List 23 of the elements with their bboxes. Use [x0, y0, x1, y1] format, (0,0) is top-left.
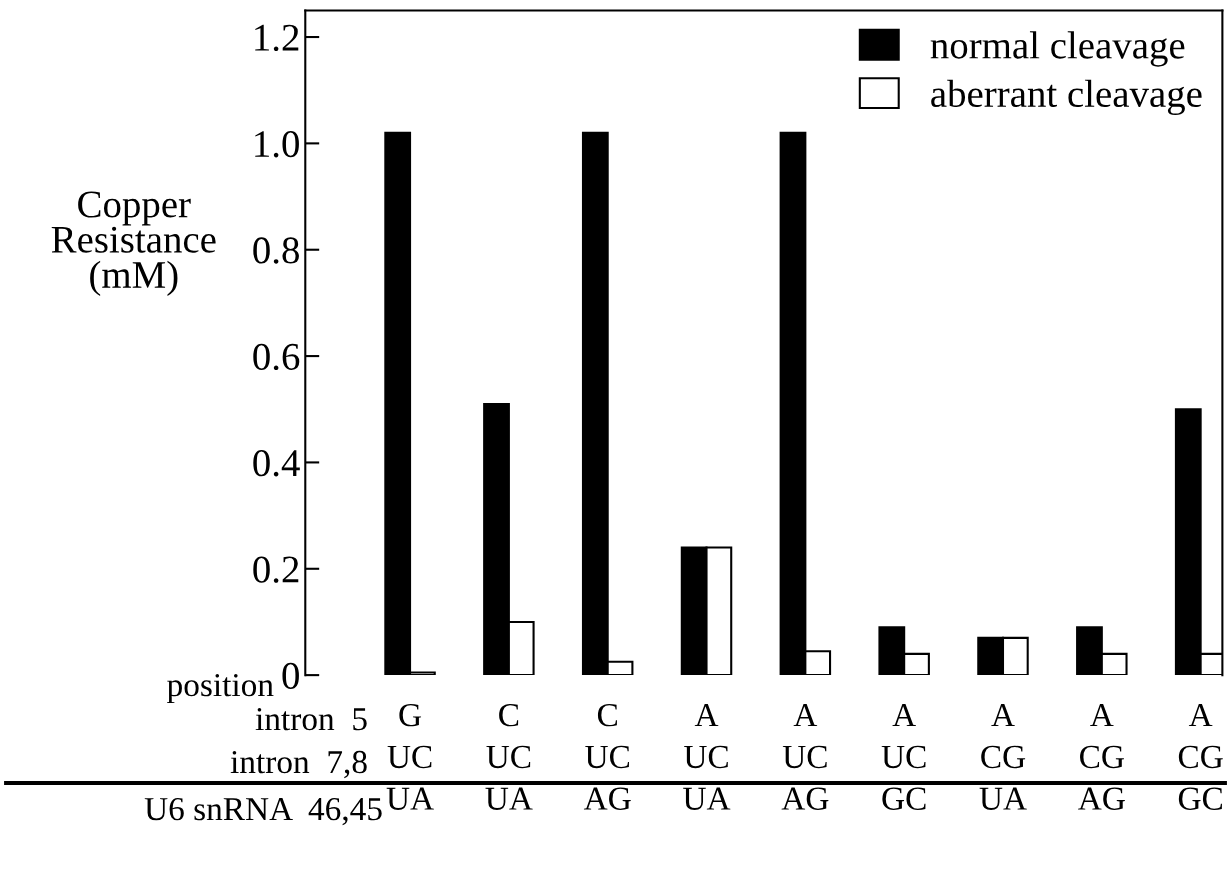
x-tick-label: A CG AG [1078, 704, 1125, 810]
x-tick-label: A UC GC [881, 704, 926, 810]
x-tick-label: C UC UA [485, 703, 533, 810]
y-tick-label: 0.8 [253, 237, 299, 264]
text: intron 7,8 [230, 750, 367, 779]
legend-label: normal cleavage [930, 31, 1185, 67]
y-tick-label: 1.2 [255, 24, 299, 52]
x-tick-label: A UC AG [781, 704, 829, 810]
text: intron 5 [255, 707, 367, 731]
x-tick-label: C UC AG [583, 703, 631, 810]
y-tick-label: 1.0 [255, 131, 299, 158]
y-tick-label: 0.4 [253, 450, 300, 477]
x-tick-label: A UC UA [683, 704, 731, 810]
x-tick-label: G UC UA [386, 703, 434, 810]
y-tick-label: 0.6 [253, 343, 300, 371]
x-tick-label: A CG GC [1178, 704, 1223, 810]
y-tick-label: 0 [282, 662, 299, 689]
x-tick-label: A CG UA [979, 704, 1027, 810]
y-axis-title: Copper Resistance (mM) [51, 191, 216, 296]
y-tick-label: 0.2 [253, 556, 299, 583]
text: position [167, 673, 274, 704]
legend-label: aberrant cleavage [931, 79, 1202, 116]
text: U6 snRNA 46,45 [144, 797, 382, 826]
